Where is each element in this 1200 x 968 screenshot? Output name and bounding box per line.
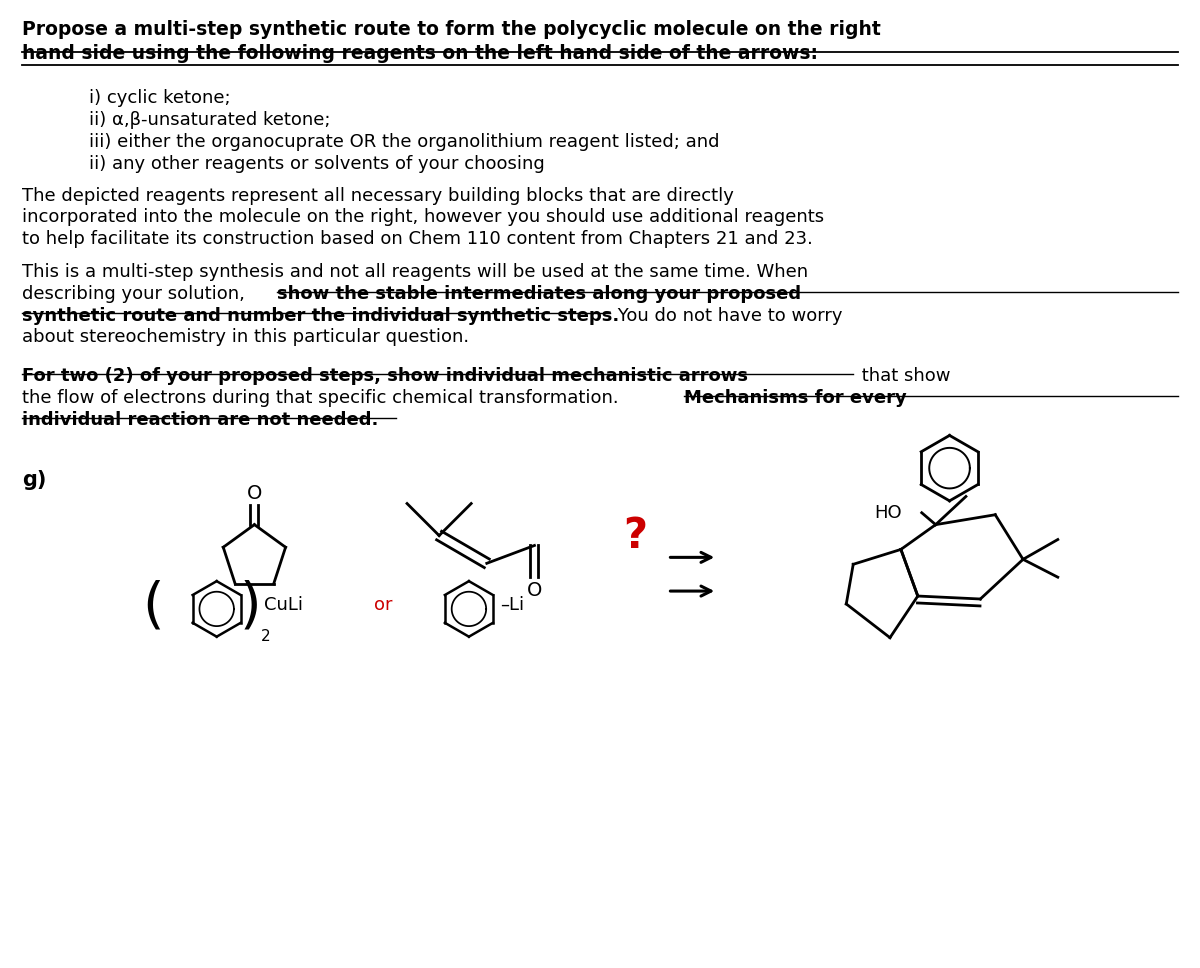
Text: Propose a multi-step synthetic route to form the polycyclic molecule on the righ: Propose a multi-step synthetic route to … — [22, 20, 881, 39]
Text: ii) α,β-unsaturated ketone;: ii) α,β-unsaturated ketone; — [89, 111, 330, 130]
Text: the flow of electrons during that specific chemical transformation.: the flow of electrons during that specif… — [22, 389, 624, 407]
Text: show the stable intermediates along your proposed: show the stable intermediates along your… — [277, 285, 802, 303]
Text: ): ) — [240, 580, 262, 634]
Text: that show: that show — [857, 367, 950, 385]
Text: CuLi: CuLi — [264, 596, 304, 614]
Text: 2: 2 — [260, 629, 270, 644]
Text: incorporated into the molecule on the right, however you should use additional r: incorporated into the molecule on the ri… — [22, 208, 824, 227]
Text: ii) any other reagents or solvents of your choosing: ii) any other reagents or solvents of yo… — [89, 155, 545, 173]
Text: This is a multi-step synthesis and not all reagents will be used at the same tim: This is a multi-step synthesis and not a… — [22, 263, 808, 281]
Text: For two (2) of your proposed steps, show individual mechanistic arrows: For two (2) of your proposed steps, show… — [22, 367, 748, 385]
Text: O: O — [247, 484, 262, 503]
Text: describing your solution,: describing your solution, — [22, 285, 257, 303]
Text: Mechanisms for every: Mechanisms for every — [684, 389, 907, 407]
Text: iii) either the organocuprate OR the organolithium reagent listed; and: iii) either the organocuprate OR the org… — [89, 133, 719, 151]
Text: O: O — [527, 581, 542, 600]
Text: The depicted reagents represent all necessary building blocks that are directly: The depicted reagents represent all nece… — [22, 187, 734, 204]
Text: hand side using the following reagents on the left hand side of the arrows:: hand side using the following reagents o… — [22, 44, 818, 63]
Text: HO: HO — [874, 503, 901, 522]
Text: g): g) — [22, 470, 47, 490]
Text: –Li: –Li — [499, 596, 524, 614]
Text: i) cyclic ketone;: i) cyclic ketone; — [89, 89, 230, 107]
Text: individual reaction are not needed.: individual reaction are not needed. — [22, 410, 378, 429]
Text: You do not have to worry: You do not have to worry — [612, 307, 842, 324]
Text: ?: ? — [623, 515, 647, 557]
Text: or: or — [373, 596, 392, 614]
Text: (: ( — [143, 580, 164, 634]
Text: synthetic route and number the individual synthetic steps.: synthetic route and number the individua… — [22, 307, 619, 324]
Text: about stereochemistry in this particular question.: about stereochemistry in this particular… — [22, 328, 469, 347]
Text: to help facilitate its construction based on Chem 110 content from Chapters 21 a: to help facilitate its construction base… — [22, 230, 812, 248]
